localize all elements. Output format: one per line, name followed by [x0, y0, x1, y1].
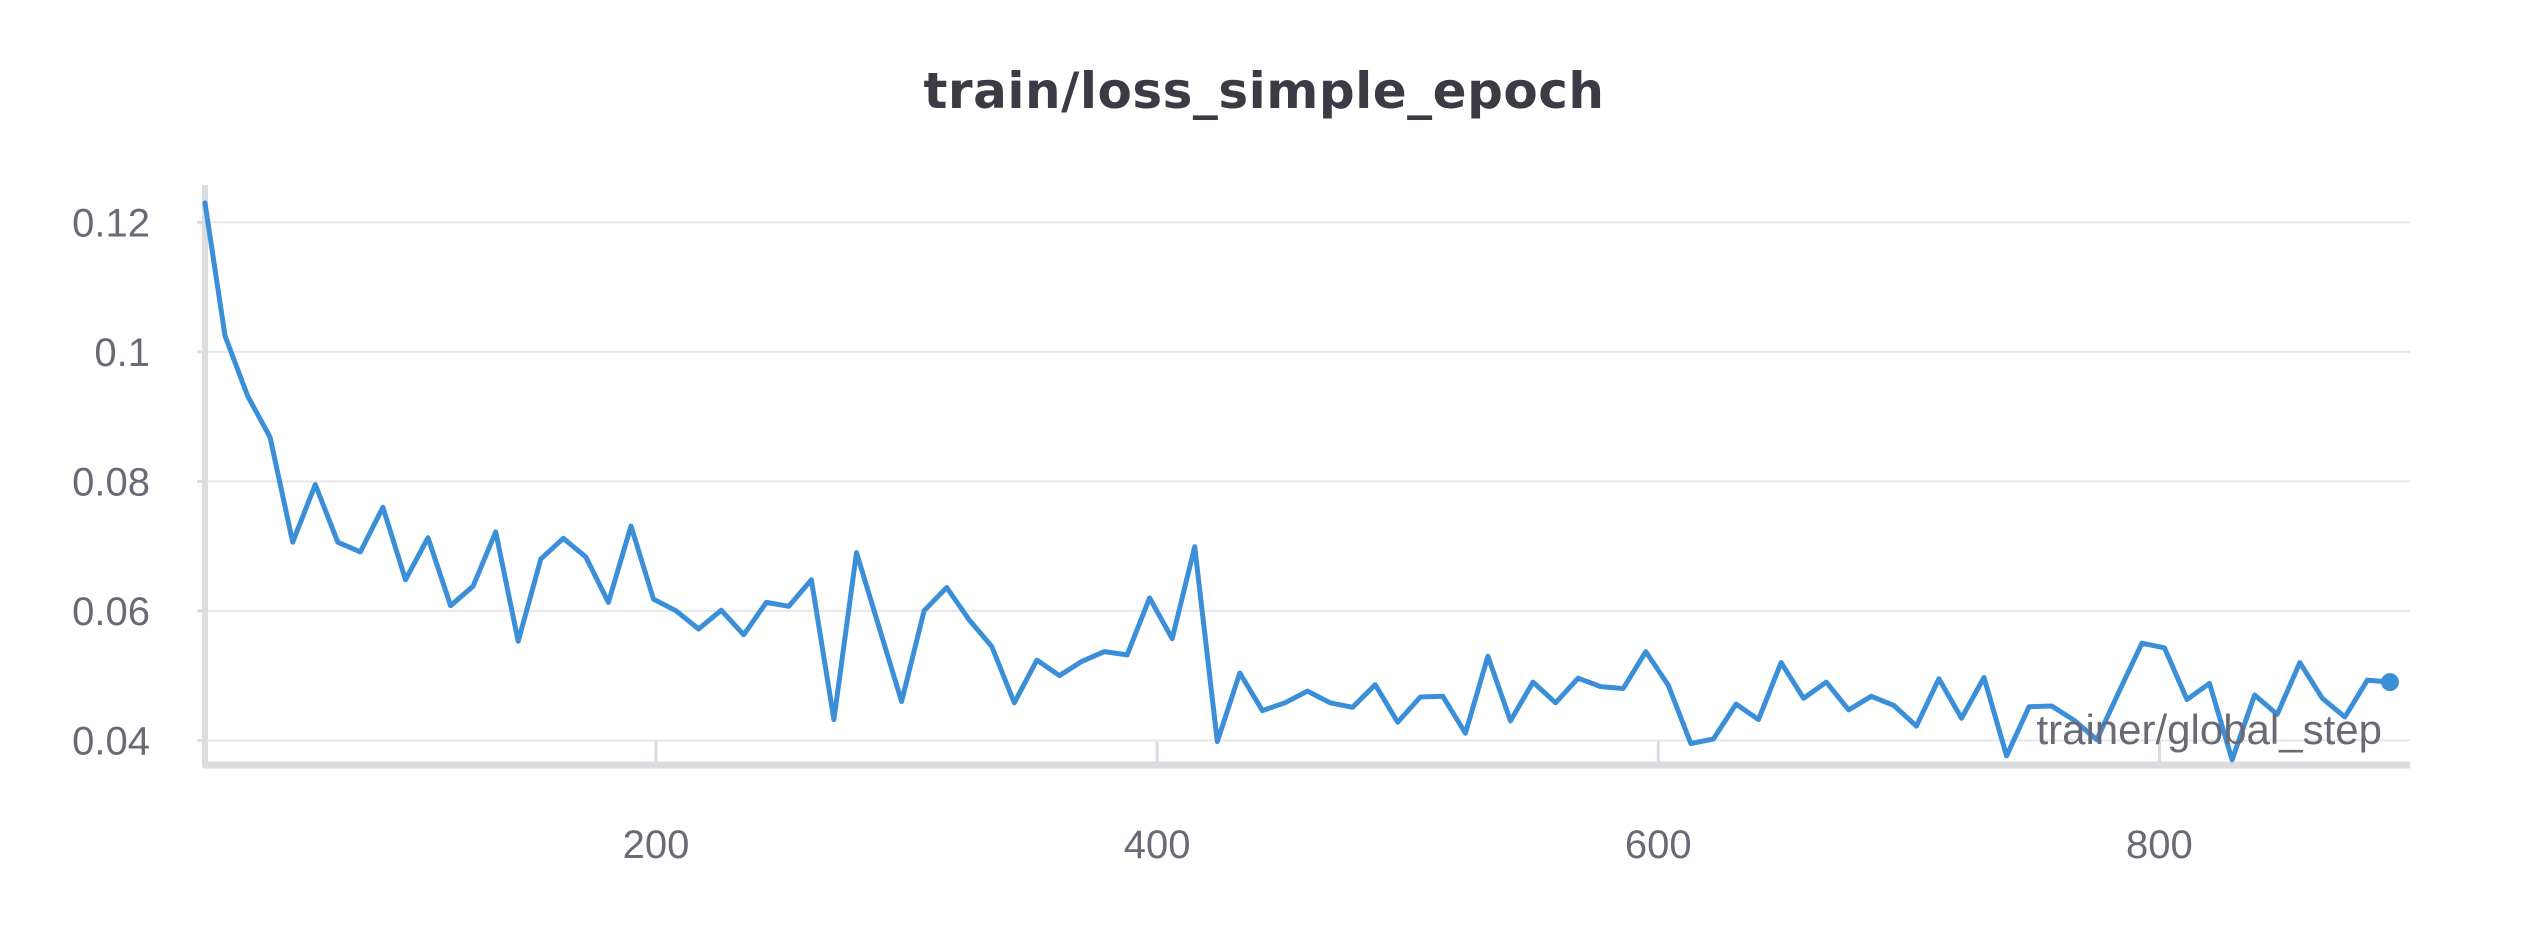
x-tick-label: 800 — [2126, 823, 2193, 867]
x-tick-label: 400 — [1124, 823, 1191, 867]
chart-title: train/loss_simple_epoch — [923, 62, 1605, 120]
y-tick-label: 0.04 — [72, 719, 150, 763]
y-tick-label: 0.08 — [72, 460, 150, 504]
series-end-point — [2380, 673, 2399, 692]
tick-labels: 0.04 0.06 0.08 0.1 0.12 200 400 600 800 — [72, 201, 2193, 867]
series-line — [202, 200, 2393, 763]
axis-labels: trainer/global_step — [2036, 706, 2382, 753]
grid-lines — [205, 221, 2410, 742]
y-tick-label: 0.06 — [72, 590, 150, 634]
axes — [197, 185, 2410, 769]
x-tick-label: 200 — [623, 823, 690, 867]
x-axis-title: trainer/global_step — [2036, 706, 2382, 753]
series-layer — [202, 200, 2399, 763]
y-tick-label: 0.12 — [72, 201, 150, 245]
y-tick-label: 0.1 — [94, 331, 150, 375]
x-tick-label: 600 — [1625, 823, 1692, 867]
